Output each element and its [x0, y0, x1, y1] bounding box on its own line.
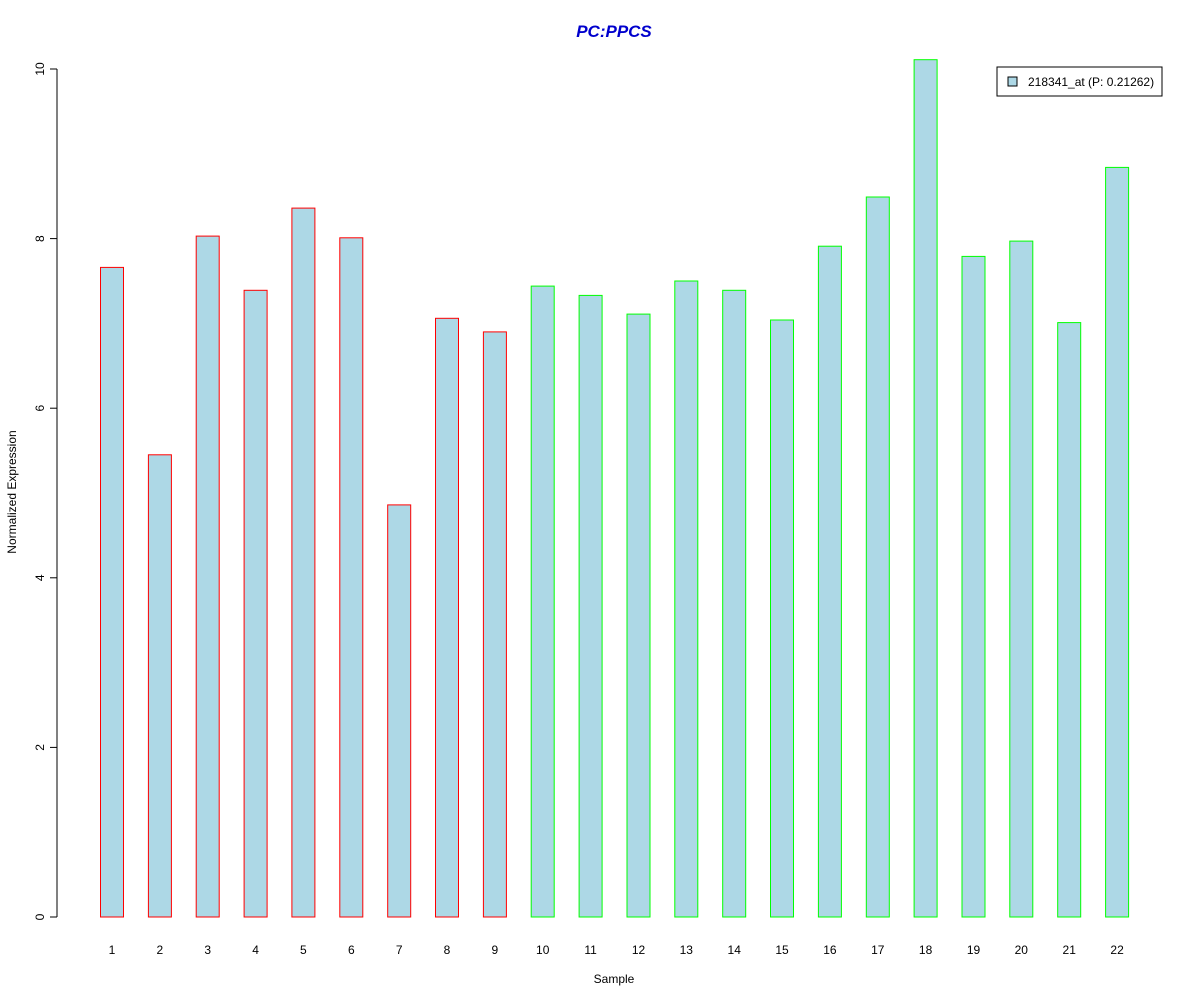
bar-sample-20 [1009, 240, 1034, 918]
bar-sample-14 [722, 289, 747, 918]
bar-sample-21 [1057, 322, 1082, 918]
x-axis-tick-label: 10 [536, 943, 550, 957]
bar-sample-13 [674, 280, 699, 918]
x-axis-tick-label: 2 [157, 943, 164, 957]
y-axis-tick-label: 8 [33, 235, 47, 242]
bar-sample-10 [530, 285, 555, 918]
bar-sample-5 [291, 207, 316, 918]
x-axis-tick-label: 11 [584, 943, 597, 957]
x-axis-tick-label: 22 [1110, 943, 1124, 957]
bar-sample-11 [578, 294, 603, 918]
bars [100, 59, 1130, 918]
x-axis-tick-label: 13 [680, 943, 694, 957]
legend-box [996, 66, 1163, 97]
x-axis-tick-label: 19 [967, 943, 981, 957]
x-axis-tick-label: 14 [728, 943, 742, 957]
bar-sample-9 [482, 331, 507, 918]
x-axis-title: Sample [594, 972, 635, 986]
x-axis-tick-label: 3 [204, 943, 211, 957]
x-axis-tick-label: 5 [300, 943, 307, 957]
x-axis-tick-label: 16 [823, 943, 837, 957]
x-axis-tick-label: 8 [444, 943, 451, 957]
y-axis-tick-label: 10 [33, 62, 47, 76]
x-axis-tick-label: 21 [1063, 943, 1077, 957]
x-axis-tick-labels: 1 2 3 4 5 6 7 8 9 10 11 12 13 14 15 16 17 18 19 20 21 22 [109, 943, 1124, 957]
bar-sample-17 [865, 196, 890, 918]
legend: 218341_at (P: 0.21262) [996, 66, 1163, 97]
x-axis-tick-label: 7 [396, 943, 403, 957]
bar-sample-18 [913, 59, 938, 918]
y-axis-tick-label: 0 [33, 913, 47, 920]
x-axis-tick-label: 18 [919, 943, 933, 957]
y-axis-title: Normalized Expression [5, 430, 19, 553]
bar-sample-19 [961, 255, 986, 918]
bar-sample-15 [770, 319, 794, 918]
bar-sample-4 [243, 289, 268, 918]
bar-sample-6 [339, 237, 364, 918]
x-axis-tick-label: 9 [492, 943, 499, 957]
x-axis-tick-label: 1 [109, 943, 116, 957]
bar-sample-16 [817, 245, 842, 918]
x-axis-tick-label: 6 [348, 943, 355, 957]
bar-sample-2 [147, 454, 172, 918]
x-axis-tick-label: 20 [1015, 943, 1029, 957]
x-axis-tick-label: 15 [775, 943, 789, 957]
bar-sample-12 [626, 313, 651, 918]
x-axis-tick-label: 4 [252, 943, 259, 957]
bar-sample-7 [387, 504, 412, 918]
x-axis-tick-label: 17 [871, 943, 885, 957]
bar-sample-8 [435, 317, 459, 918]
bar-sample-1 [100, 266, 124, 918]
y-axis-tick-label: 4 [33, 574, 47, 581]
legend-swatch [1007, 76, 1018, 87]
y-axis: 0 2 4 6 8 10 [33, 62, 58, 920]
bar-sample-3 [195, 235, 220, 918]
legend-label: 218341_at (P: 0.21262) [1028, 75, 1154, 89]
y-axis-tick-label: 6 [33, 405, 47, 412]
bar-sample-22 [1105, 166, 1130, 918]
chart-title: PC:PPCS [576, 22, 652, 41]
y-axis-tick-label: 2 [33, 744, 47, 751]
x-axis-tick-label: 12 [632, 943, 646, 957]
